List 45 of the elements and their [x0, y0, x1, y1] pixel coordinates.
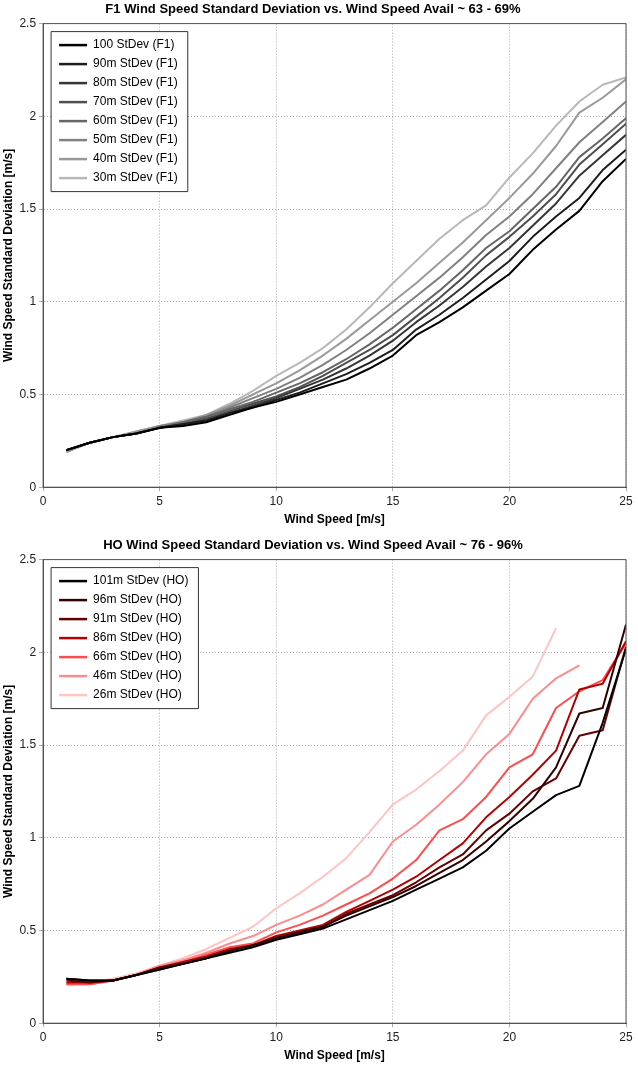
y-tick-label: 0.5 — [19, 922, 37, 937]
legend-label: 26m StDev (HO) — [93, 687, 182, 702]
y-tick-label: 1.5 — [19, 737, 37, 752]
legend-label: 30m StDev (F1) — [93, 170, 178, 185]
x-tick-label: 25 — [619, 1029, 633, 1044]
y-tick-label: 1 — [29, 294, 37, 309]
y-tick-label: 2 — [29, 644, 37, 659]
x-axis-title: Wind Speed [m/s] — [284, 512, 385, 527]
chart-title: HO Wind Speed Standard Deviation vs. Wind Speed Avail ~ 76 - 96% — [103, 537, 524, 553]
y-tick-label: 1 — [29, 830, 37, 845]
x-axis-title: Wind Speed [m/s] — [284, 1048, 385, 1063]
legend-label: 50m StDev (F1) — [93, 132, 178, 147]
legend-label: 100 StDev (F1) — [93, 37, 175, 52]
x-tick-label: 10 — [269, 1029, 284, 1044]
x-tick-label: 0 — [39, 493, 47, 508]
y-tick-label: 2.5 — [19, 551, 37, 566]
x-tick-label: 20 — [502, 1029, 517, 1044]
legend-label: 66m StDev (HO) — [93, 649, 182, 664]
legend-label: 80m StDev (F1) — [93, 75, 178, 90]
x-tick-label: 5 — [156, 1029, 164, 1044]
legend-label: 86m StDev (HO) — [93, 630, 182, 645]
legend-label: 46m StDev (HO) — [93, 668, 182, 683]
x-tick-label: 5 — [156, 493, 164, 508]
legend-label: 40m StDev (F1) — [93, 151, 178, 166]
y-tick-label: 0 — [29, 479, 37, 494]
legend-label: 60m StDev (F1) — [93, 113, 178, 128]
legend-label: 96m StDev (HO) — [93, 592, 182, 607]
legend-label: 101m StDev (HO) — [93, 573, 189, 588]
legend-label: 90m StDev (F1) — [93, 56, 178, 71]
x-tick-label: 15 — [386, 1029, 400, 1044]
x-tick-label: 0 — [39, 1029, 47, 1044]
y-axis-title: Wind Speed Standard Deviation [m/s] — [0, 684, 15, 899]
y-axis-title: Wind Speed Standard Deviation [m/s] — [0, 148, 15, 363]
y-tick-label: 1.5 — [19, 201, 37, 216]
x-tick-label: 20 — [502, 493, 517, 508]
x-tick-label: 10 — [269, 493, 284, 508]
x-tick-label: 15 — [386, 493, 400, 508]
x-tick-label: 25 — [619, 493, 633, 508]
legend-label: 70m StDev (F1) — [93, 94, 178, 109]
y-tick-label: 0 — [29, 1015, 37, 1030]
legend-label: 91m StDev (HO) — [93, 611, 182, 626]
y-tick-label: 2.5 — [19, 15, 37, 30]
y-tick-label: 2 — [29, 108, 37, 123]
y-tick-label: 0.5 — [19, 386, 37, 401]
chart-title: F1 Wind Speed Standard Deviation vs. Wind Speed Avail ~ 63 - 69% — [105, 1, 522, 17]
